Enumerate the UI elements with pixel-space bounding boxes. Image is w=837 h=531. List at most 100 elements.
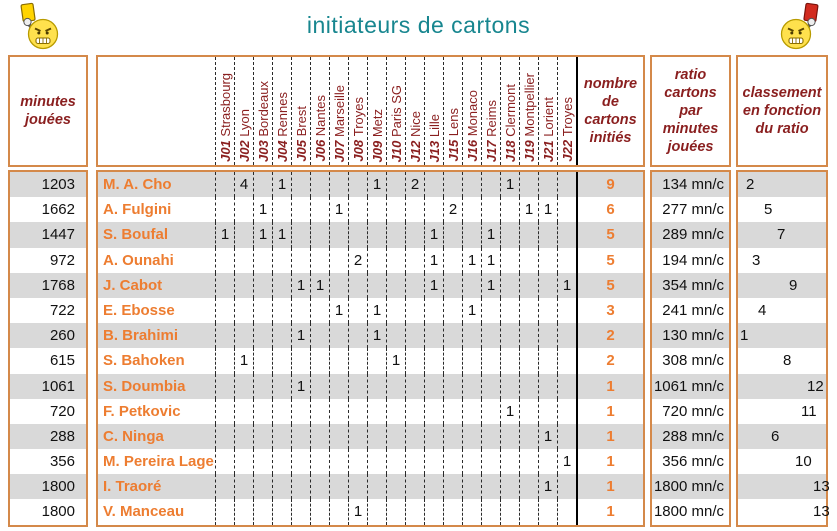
total-cards-value: 3 bbox=[576, 297, 643, 324]
match-column-label: J03 Bordeaux bbox=[255, 81, 271, 162]
card-count-cell bbox=[405, 222, 424, 248]
card-count-cell bbox=[424, 474, 443, 500]
card-count-cell bbox=[557, 348, 576, 374]
card-count-cell bbox=[443, 474, 462, 500]
player-row: M. Pereira Lage 1 1 bbox=[98, 449, 643, 475]
card-count-cell bbox=[291, 197, 310, 223]
card-count-cell bbox=[462, 474, 481, 500]
card-count-cell: 1 bbox=[215, 222, 234, 248]
player-name: M. Pereira Lage bbox=[103, 453, 214, 471]
card-count-cell: 1 bbox=[367, 323, 386, 349]
ratio-value: 277 mn/c bbox=[662, 201, 724, 219]
card-count-cell bbox=[234, 272, 253, 298]
card-count-cell: 1 bbox=[367, 297, 386, 324]
card-count-cell bbox=[310, 323, 329, 349]
card-count-cell bbox=[329, 373, 348, 399]
match-column-header: J16 Monaco bbox=[462, 57, 481, 165]
card-count-cell bbox=[557, 499, 576, 525]
card-count-cell bbox=[519, 449, 538, 475]
card-count-cell bbox=[386, 323, 405, 349]
minutes-played-value: 615 bbox=[49, 352, 75, 370]
card-count-cell bbox=[291, 172, 310, 198]
card-count-cell: 1 bbox=[329, 297, 348, 324]
card-count-cell bbox=[329, 423, 348, 450]
card-count-cell bbox=[443, 373, 462, 399]
opponent-team-name: Brest bbox=[293, 106, 309, 141]
card-count-cell bbox=[310, 398, 329, 424]
card-count-cell: 1 bbox=[462, 297, 481, 324]
card-count-cell bbox=[500, 348, 519, 374]
card-count-cell bbox=[443, 247, 462, 273]
card-count-cell bbox=[329, 499, 348, 525]
card-count-cell bbox=[538, 449, 557, 475]
rank-value: 10 bbox=[795, 453, 812, 471]
minutes-played-value: 260 bbox=[10, 323, 86, 349]
card-count-cell bbox=[272, 499, 291, 525]
card-count-cell: 4 bbox=[234, 172, 253, 198]
card-count-cell bbox=[234, 499, 253, 525]
rank-value: 13 bbox=[813, 478, 830, 496]
card-count-cell bbox=[386, 172, 405, 198]
card-count-cell bbox=[405, 499, 424, 525]
card-count-cell: 1 bbox=[424, 272, 443, 298]
card-count-cell bbox=[367, 222, 386, 248]
ratio-value: 1800 mn/c bbox=[652, 474, 729, 500]
matchday-number: J16 bbox=[464, 140, 480, 162]
matchday-number: J03 bbox=[255, 140, 271, 162]
card-count-cell bbox=[348, 474, 367, 500]
card-count-cell bbox=[405, 197, 424, 223]
card-count-cell bbox=[557, 474, 576, 500]
total-cards-value: 1 bbox=[576, 398, 643, 424]
card-count-cell: 1 bbox=[329, 197, 348, 223]
rank-row: 2 bbox=[738, 172, 826, 198]
card-count-cell bbox=[500, 222, 519, 248]
card-count-cell: 1 bbox=[291, 373, 310, 399]
card-count-cell bbox=[462, 323, 481, 349]
card-count-cell bbox=[215, 398, 234, 424]
page-title: initiateurs de cartons bbox=[306, 12, 531, 38]
card-count-cell bbox=[500, 423, 519, 450]
card-count-cell bbox=[557, 297, 576, 324]
card-count-cell bbox=[215, 197, 234, 223]
player-name: E. Ebosse bbox=[103, 301, 175, 319]
card-count-cell bbox=[291, 474, 310, 500]
smiley-referee-yellow-card-icon bbox=[13, 2, 63, 52]
minutes-played-value: 1662 bbox=[41, 201, 75, 219]
rank-value: 3 bbox=[752, 251, 761, 269]
card-count-cell bbox=[348, 222, 367, 248]
card-count-cell bbox=[519, 172, 538, 198]
minutes-played-value: 1800 bbox=[41, 503, 75, 521]
card-count-cell bbox=[310, 197, 329, 223]
card-count-cell bbox=[348, 297, 367, 324]
card-count-cell bbox=[348, 323, 367, 349]
card-count-cell bbox=[462, 197, 481, 223]
opponent-team-name: Troyes bbox=[350, 97, 366, 141]
card-count-cell bbox=[348, 197, 367, 223]
card-count-cell bbox=[481, 398, 500, 424]
minutes-played-value: 720 bbox=[49, 402, 75, 420]
card-count-cell bbox=[291, 247, 310, 273]
card-count-cell bbox=[519, 348, 538, 374]
card-count-cell bbox=[234, 423, 253, 450]
card-count-cell bbox=[424, 348, 443, 374]
card-count-cell bbox=[481, 323, 500, 349]
card-count-cell: 1 bbox=[291, 323, 310, 349]
rank-row: 10 bbox=[738, 449, 826, 474]
total-cards-value: 2 bbox=[576, 323, 643, 349]
card-count-cell bbox=[348, 423, 367, 450]
matchday-number: J19 bbox=[521, 140, 537, 162]
card-count-cell bbox=[424, 323, 443, 349]
card-count-cell: 2 bbox=[443, 197, 462, 223]
card-count-cell bbox=[272, 323, 291, 349]
card-count-cell bbox=[405, 474, 424, 500]
card-count-cell bbox=[424, 297, 443, 324]
card-count-cell bbox=[519, 423, 538, 450]
player-name: S. Bahoken bbox=[103, 352, 185, 370]
card-count-cell bbox=[557, 423, 576, 450]
card-count-cell bbox=[386, 247, 405, 273]
card-count-cell bbox=[215, 474, 234, 500]
opponent-team-name: Bordeaux bbox=[255, 81, 271, 141]
card-count-cell bbox=[500, 323, 519, 349]
match-column-header: J04 Rennes bbox=[272, 57, 291, 165]
card-count-cell bbox=[234, 222, 253, 248]
